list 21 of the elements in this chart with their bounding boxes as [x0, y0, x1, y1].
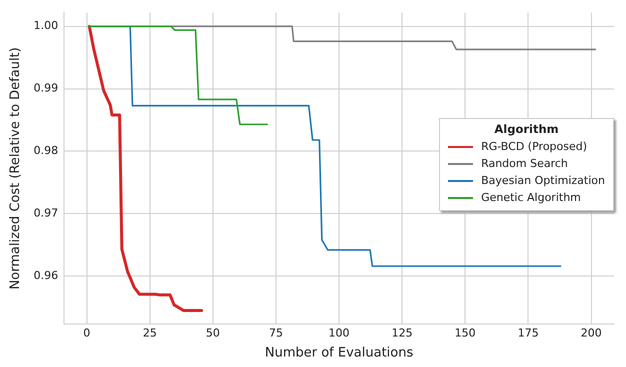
x-tick-label: 25 [142, 326, 157, 340]
x-tick-label: 75 [268, 326, 283, 340]
x-tick-label: 150 [454, 326, 476, 340]
y-tick-label: 0.98 [34, 144, 58, 158]
y-tick-label: 0.96 [34, 268, 58, 282]
legend-label: Random Search [481, 157, 568, 170]
legend-label: Genetic Algorithm [481, 191, 581, 204]
legend-label: Bayesian Optimization [481, 174, 605, 187]
x-tick-label: 50 [206, 326, 220, 340]
x-tick-label: 100 [328, 326, 350, 340]
x-axis-title: Number of Evaluations [264, 346, 414, 361]
x-tick-label: 200 [580, 326, 602, 340]
x-tick-label: 175 [518, 326, 539, 340]
x-tick-label: 125 [392, 326, 413, 340]
y-axis-title: Normalized Cost (Relative to Default) [8, 47, 24, 290]
y-tick-label: 0.99 [34, 82, 58, 95]
legend-label: RG-BCD (Proposed) [481, 140, 588, 153]
y-tick-label: 0.97 [34, 206, 58, 220]
legend-title: Algorithm [493, 122, 560, 136]
y-tick-label: 1.00 [34, 19, 58, 32]
x-tick-label: 0 [83, 326, 90, 340]
